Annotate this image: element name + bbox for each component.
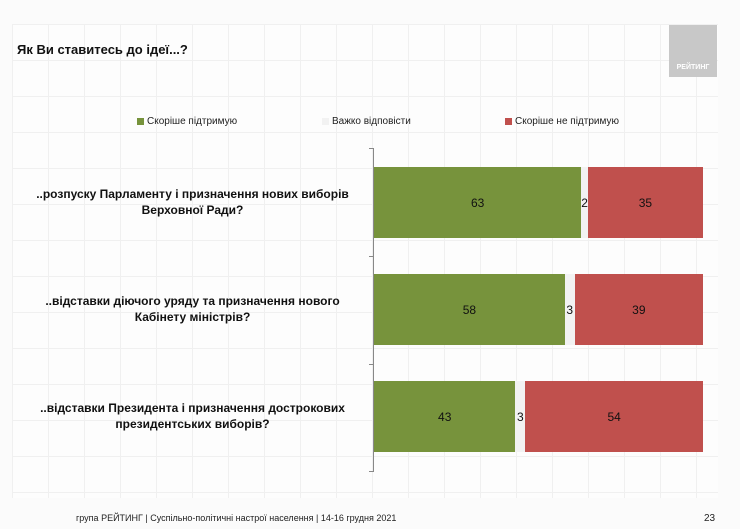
legend-item: Скоріше не підтримую — [505, 116, 619, 127]
chart-title: Як Ви ставитесь до ідеї...? — [17, 42, 188, 57]
data-label: 2 — [581, 195, 588, 210]
data-label: 3 — [517, 409, 524, 424]
data-label: 39 — [632, 302, 646, 317]
legend-swatch — [505, 118, 512, 125]
axis-tick — [369, 148, 373, 149]
logo-text: РЕЙТИНГ — [676, 64, 710, 71]
rating-logo: РЕЙТИНГ — [669, 25, 717, 77]
data-label: 3 — [566, 302, 574, 317]
category-label: ..відставки Президента і призначення дос… — [40, 401, 345, 431]
data-label: 63 — [470, 195, 485, 210]
bar-segment: 39 — [574, 274, 703, 345]
page-number: 23 — [704, 513, 716, 524]
category-label: ..розпуску Парламенту і призначення нови… — [36, 187, 349, 217]
legend-item: Скоріше підтримую — [137, 116, 237, 127]
bar-segment: 54 — [525, 381, 703, 452]
bar-segment: 35 — [587, 167, 703, 238]
footer: група РЕЙТИНГ | Суспільно-політичні наст… — [76, 513, 397, 523]
legend-item: Важко відповісти — [322, 116, 411, 127]
legend-label: Скоріше підтримую — [147, 116, 238, 127]
bar-segment: 3 — [564, 274, 575, 345]
bar-segment: 2 — [581, 167, 588, 238]
axis-tick — [369, 471, 373, 472]
data-label: 43 — [438, 409, 452, 424]
category-label: ..відставки діючого уряду та призначення… — [45, 294, 340, 324]
bar-segment: 43 — [374, 381, 516, 452]
data-label: 58 — [462, 302, 477, 317]
legend-label: Важко відповісти — [332, 116, 411, 127]
bar-segment: 63 — [374, 167, 582, 238]
legend-label: Скоріше не підтримую — [515, 116, 619, 127]
legend-swatch — [137, 118, 144, 125]
bar-segment: 58 — [374, 274, 565, 345]
bar-segment: 3 — [515, 381, 526, 452]
axis-tick — [369, 364, 373, 365]
category-axis — [373, 148, 374, 472]
data-label: 35 — [638, 195, 653, 210]
slide-background — [12, 24, 718, 498]
data-label: 54 — [607, 409, 621, 424]
legend-swatch — [322, 118, 329, 125]
axis-tick — [369, 256, 373, 257]
